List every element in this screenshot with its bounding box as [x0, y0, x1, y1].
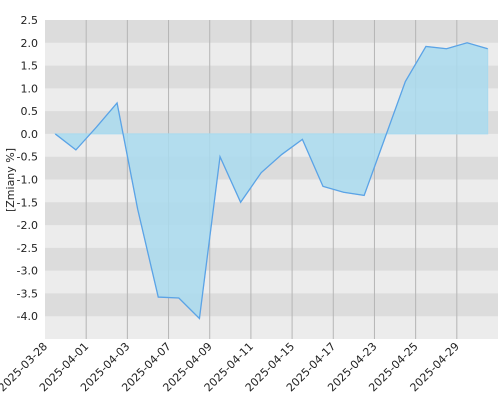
y-tick-label: -4.0: [17, 310, 38, 323]
y-tick-label: -3.0: [17, 265, 38, 278]
grid-band: [45, 247, 498, 271]
y-tick-label: 0.0: [21, 128, 39, 141]
line: [54, 42, 488, 320]
y-tick-label: 1.5: [21, 60, 39, 73]
y-tick-label: -1.0: [17, 174, 38, 187]
y-tick-label: 2.5: [21, 14, 39, 27]
y-tick-label: -2.5: [17, 242, 38, 255]
y-tick-label: 1.0: [21, 82, 39, 95]
y-tick-label: -0.5: [17, 151, 38, 164]
grid-band: [45, 65, 498, 89]
y-tick-label: -2.0: [17, 219, 38, 232]
grid-band: [45, 202, 498, 226]
grid-band: [45, 20, 498, 43]
y-axis-label: [Zmiany %]: [4, 148, 17, 212]
y-tick-label: 0.5: [21, 105, 39, 118]
grid-band: [45, 111, 498, 134]
y-tick-label: -1.5: [17, 196, 38, 209]
grid-band: [45, 293, 498, 317]
y-tick-label: 2.0: [21, 37, 39, 50]
y-tick-label: -3.5: [17, 287, 38, 300]
